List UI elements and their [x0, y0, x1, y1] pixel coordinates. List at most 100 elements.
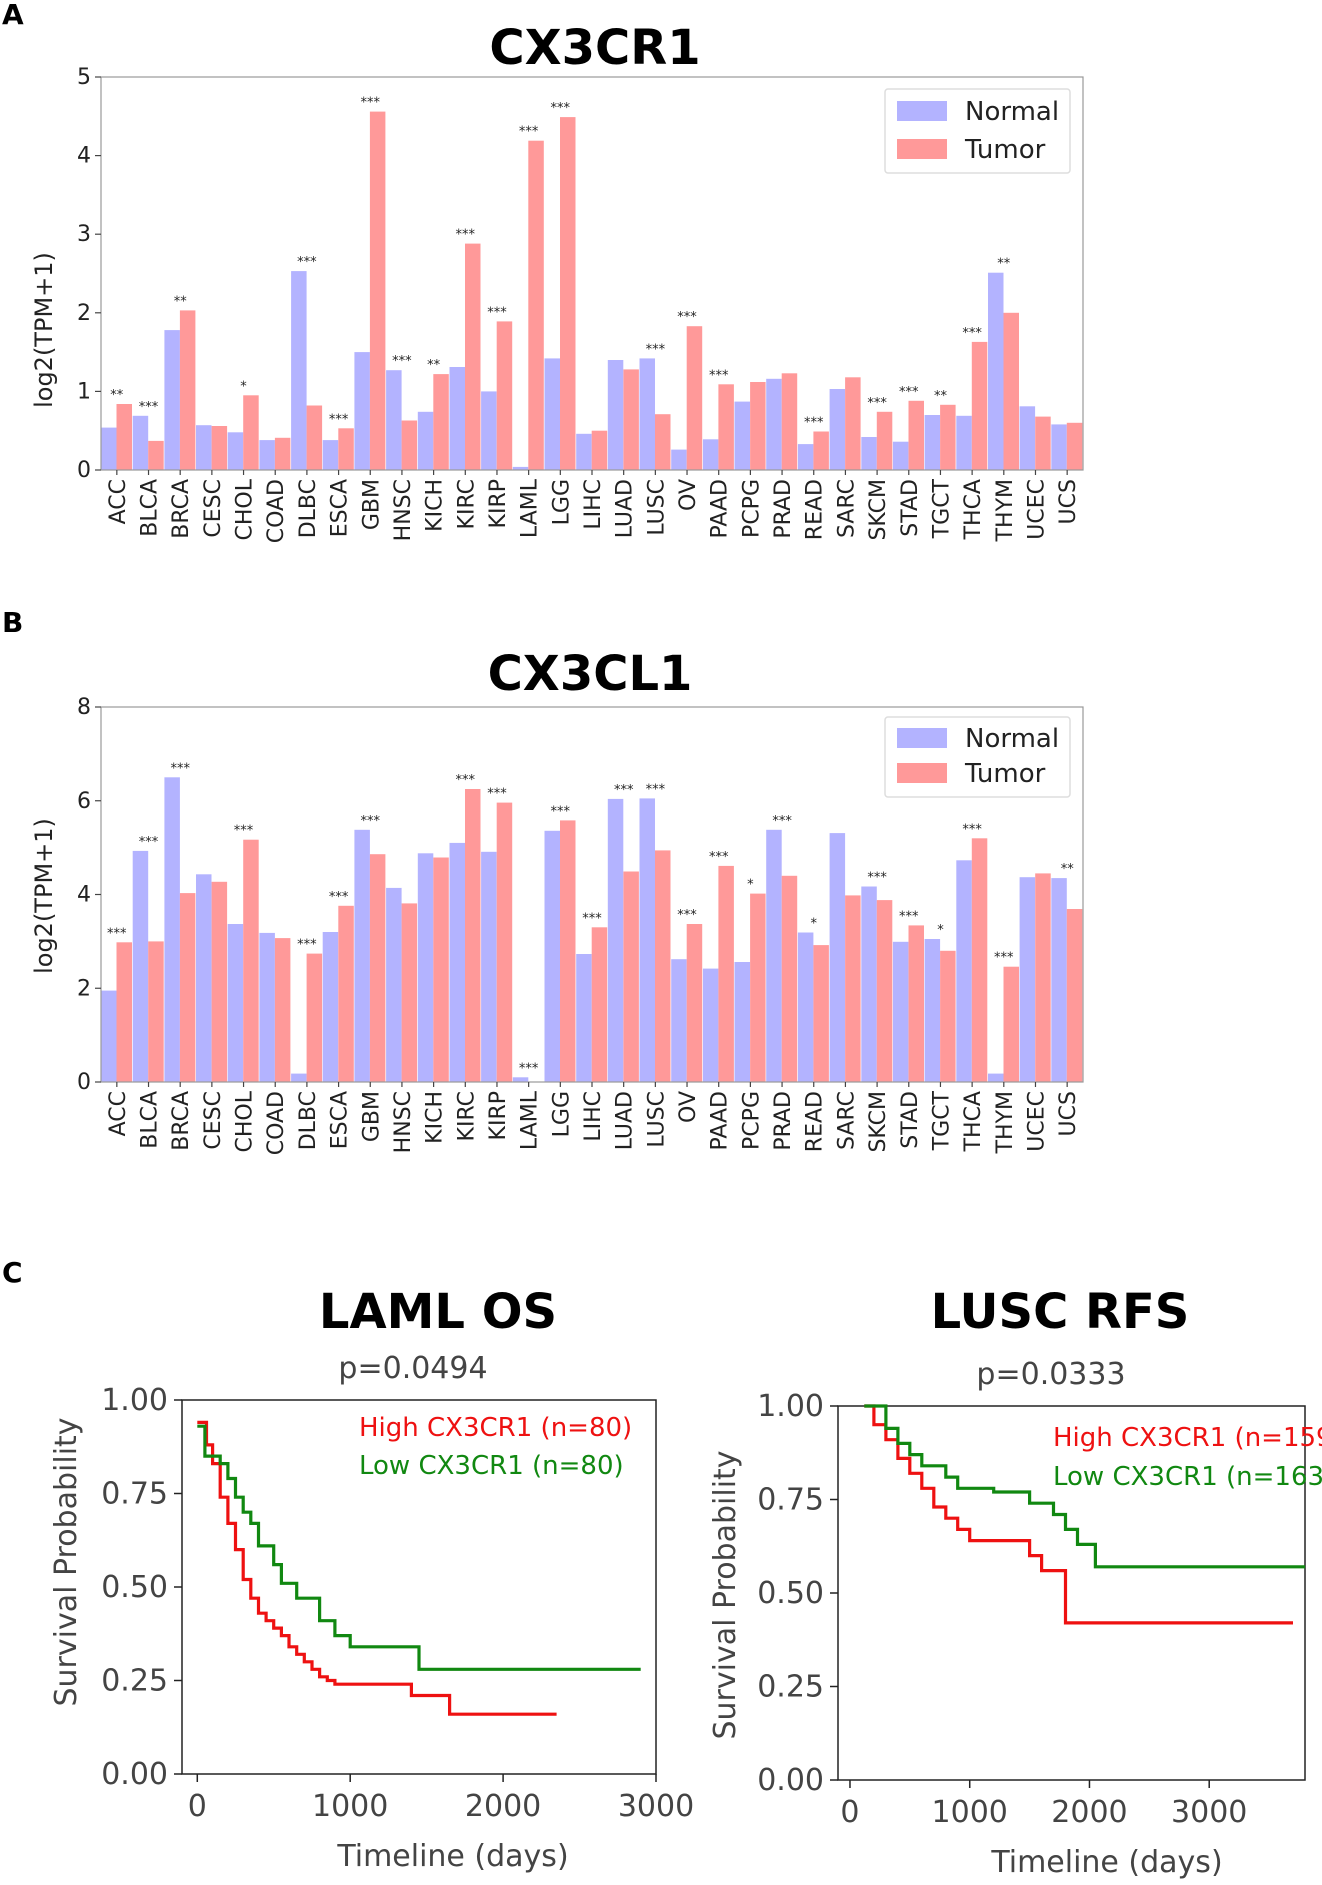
- x-tick-label-acc: ACC: [106, 479, 131, 524]
- bar-tumor-lihc: [591, 927, 608, 1082]
- bar-tumor-kirc: [465, 243, 481, 470]
- bar-tumor-skcm: [876, 900, 893, 1082]
- bar-normal-thca: [956, 860, 972, 1082]
- x-tick-label-sarc: SARC: [834, 1091, 859, 1150]
- x-tick-label-paad: PAAD: [708, 479, 733, 539]
- chart-title: CX3CR1: [489, 20, 700, 76]
- bar-normal-ucs: [1051, 424, 1067, 470]
- plot-title: LAML OS: [319, 1284, 557, 1340]
- significance-mark-thca: ***: [962, 326, 982, 341]
- panel-letter-b: B: [2, 606, 23, 639]
- x-tick-label-kich: KICH: [423, 1091, 448, 1144]
- significance-mark-dlbc: ***: [297, 938, 317, 953]
- bar-normal-kirc: [449, 842, 465, 1082]
- bar-tumor-sarc: [845, 895, 861, 1082]
- legend-normal-label: Normal: [965, 724, 1059, 754]
- bar-normal-stad: [892, 941, 909, 1082]
- x-tick-label-hnsc: HNSC: [391, 479, 416, 541]
- significance-mark-thym: **: [997, 257, 1011, 272]
- y-tick-label: 0.50: [757, 1576, 824, 1611]
- legend-tumor-swatch: [897, 763, 947, 783]
- bar-normal-paad: [702, 968, 719, 1082]
- significance-mark-laml: ***: [519, 1061, 539, 1076]
- bar-tumor-kich: [433, 857, 449, 1082]
- bar-tumor-prad: [781, 875, 798, 1083]
- significance-mark-lusc: ***: [646, 342, 666, 357]
- significance-mark-acc: ***: [107, 926, 127, 941]
- x-tick-label-dlbc: DLBC: [296, 1091, 321, 1150]
- bar-tumor-cesc: [211, 426, 228, 470]
- x-tick-label-luad: LUAD: [613, 479, 638, 538]
- bar-normal-skcm: [861, 886, 877, 1082]
- significance-mark-kirp: ***: [487, 305, 507, 320]
- significance-mark-chol: *: [240, 379, 247, 394]
- bar-tumor-chol: [243, 839, 259, 1082]
- bar-tumor-gbm: [369, 111, 386, 470]
- x-tick-label-cesc: CESC: [201, 479, 226, 538]
- significance-mark-chol: ***: [234, 824, 254, 839]
- significance-mark-prad: ***: [772, 814, 792, 829]
- bar-normal-lgg: [544, 358, 560, 470]
- y-tick-label: 5: [77, 65, 91, 90]
- bar-tumor-esca: [338, 428, 354, 470]
- bar-normal-ucs: [1051, 878, 1067, 1082]
- x-tick-label-lusc: LUSC: [644, 479, 669, 536]
- chart-title: CX3CL1: [488, 646, 693, 702]
- x-tick-label-lusc: LUSC: [644, 1091, 669, 1148]
- y-tick-label: 4: [77, 144, 91, 169]
- bar-tumor-coad: [274, 938, 291, 1082]
- x-tick-label: 0: [840, 1795, 859, 1830]
- bar-normal-acc: [101, 990, 117, 1082]
- x-tick-label-lihc: LIHC: [581, 1091, 606, 1142]
- bar-tumor-esca: [338, 905, 354, 1083]
- significance-mark-acc: **: [110, 388, 124, 403]
- y-tick-label: 6: [77, 789, 91, 814]
- x-tick-label-stad: STAD: [898, 1091, 923, 1149]
- significance-mark-kirp: ***: [487, 787, 507, 802]
- bar-tumor-sarc: [845, 377, 861, 470]
- legend: Normal Tumor: [884, 88, 1071, 174]
- bar-normal-sarc: [829, 833, 846, 1082]
- bar-tumor-dlbc: [306, 405, 323, 470]
- significance-mark-read: *: [810, 917, 817, 932]
- x-tick-label-gbm: GBM: [359, 479, 384, 530]
- significance-mark-dlbc: ***: [297, 255, 317, 270]
- bar-normal-dlbc: [291, 271, 307, 470]
- legend-normal-swatch: [897, 728, 947, 748]
- bar-tumor-prad: [781, 373, 798, 470]
- x-tick-label-laml: LAML: [518, 1090, 543, 1150]
- significance-mark-kirc: ***: [456, 773, 476, 788]
- x-tick-label-coad: COAD: [264, 1091, 289, 1155]
- x-tick-label-sarc: SARC: [834, 479, 859, 538]
- bar-normal-tgct: [924, 939, 941, 1082]
- x-tick-label-tgct: TGCT: [930, 478, 955, 539]
- bar-tumor-lgg: [560, 820, 576, 1082]
- bar-tumor-read: [813, 945, 829, 1082]
- bar-tumor-thym: [1003, 312, 1019, 470]
- significance-mark-ov: ***: [677, 908, 697, 923]
- bar-normal-read: [797, 932, 814, 1082]
- x-tick-label-ucs: UCS: [1056, 479, 1081, 524]
- legend-tumor-label: Tumor: [964, 759, 1046, 789]
- panel-letter-c: C: [2, 1256, 23, 1289]
- bar-tumor-blca: [148, 440, 164, 470]
- bar-normal-blca: [132, 850, 149, 1082]
- x-tick-label-esca: ESCA: [328, 479, 353, 537]
- bar-tumor-kirp: [496, 802, 513, 1082]
- bar-tumor-stad: [908, 925, 924, 1082]
- x-tick-label-prad: PRAD: [771, 479, 796, 539]
- x-tick-label-kirp: KIRP: [486, 479, 511, 528]
- x-tick-label-ov: OV: [676, 1091, 701, 1123]
- significance-mark-blca: ***: [139, 835, 159, 850]
- y-tick-label: 4: [77, 883, 91, 908]
- bar-tumor-pcpg: [750, 382, 766, 470]
- x-tick-label-thym: THYM: [993, 1091, 1018, 1154]
- x-tick-label-prad: PRAD: [771, 1091, 796, 1151]
- significance-mark-lgg: ***: [551, 101, 571, 116]
- x-tick-label-lgg: LGG: [549, 479, 574, 525]
- bar-tumor-tgct: [940, 404, 956, 470]
- bar-normal-hnsc: [386, 370, 402, 470]
- significance-mark-gbm: ***: [361, 96, 381, 111]
- x-tick-label-kirc: KIRC: [454, 1091, 479, 1141]
- bar-normal-luad: [607, 360, 624, 470]
